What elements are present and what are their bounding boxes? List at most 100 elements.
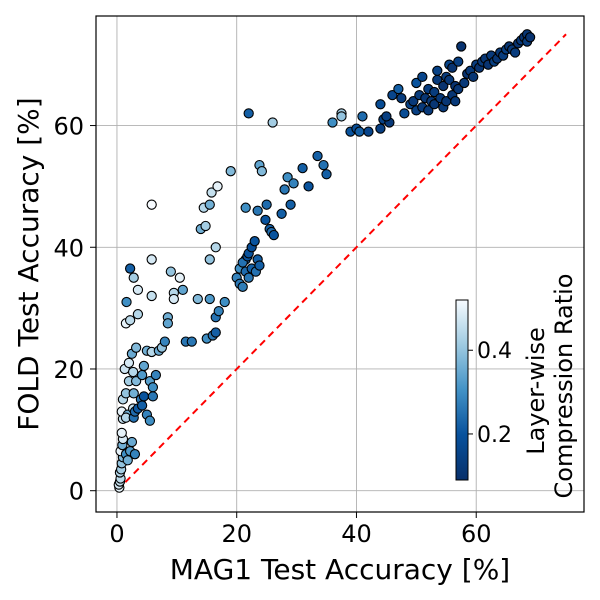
data-point bbox=[128, 272, 139, 283]
data-point bbox=[375, 123, 386, 134]
data-point bbox=[147, 382, 159, 393]
y-axis-label: FOLD Test Accuracy [%] bbox=[12, 97, 45, 430]
data-point bbox=[124, 315, 136, 326]
data-point bbox=[381, 111, 392, 122]
data-point bbox=[136, 369, 148, 381]
data-point bbox=[297, 162, 308, 174]
data-point bbox=[396, 93, 407, 104]
colorbar-gradient bbox=[455, 299, 469, 481]
data-point bbox=[261, 199, 272, 210]
data-point bbox=[393, 83, 404, 95]
data-point bbox=[459, 77, 470, 89]
data-point bbox=[150, 369, 162, 381]
colorbar-tick-label: 0.2 bbox=[477, 423, 512, 448]
x-axis-ticks: 0 20 40 60 bbox=[109, 512, 491, 548]
data-point bbox=[354, 126, 365, 137]
data-point bbox=[411, 77, 422, 89]
colorbar-title-line1: Layer-wise bbox=[522, 327, 550, 455]
data-point bbox=[453, 83, 464, 95]
data-point bbox=[162, 318, 174, 329]
data-point bbox=[288, 178, 299, 189]
reference-line bbox=[116, 33, 567, 492]
y-tick-label: 40 bbox=[53, 234, 84, 262]
data-point bbox=[450, 96, 461, 107]
data-point bbox=[260, 214, 271, 226]
data-point bbox=[321, 169, 332, 180]
data-point bbox=[408, 96, 419, 107]
data-point bbox=[303, 181, 314, 192]
data-point bbox=[116, 427, 127, 439]
data-point bbox=[200, 220, 211, 232]
data-point bbox=[429, 86, 440, 98]
grid bbox=[96, 16, 584, 512]
data-point bbox=[252, 205, 263, 216]
data-point bbox=[225, 166, 236, 177]
data-point bbox=[206, 187, 217, 198]
data-point bbox=[146, 254, 157, 265]
data-point bbox=[177, 284, 188, 296]
data-point bbox=[204, 254, 215, 265]
data-point bbox=[318, 159, 329, 171]
data-point bbox=[509, 47, 521, 58]
data-point bbox=[243, 108, 254, 119]
data-point bbox=[249, 236, 260, 247]
data-point bbox=[276, 208, 287, 219]
y-tick-label: 20 bbox=[53, 356, 84, 384]
data-point bbox=[438, 80, 449, 92]
data-point bbox=[165, 266, 176, 277]
data-point bbox=[146, 290, 157, 302]
data-point bbox=[285, 199, 296, 210]
data-point bbox=[267, 117, 278, 128]
data-point bbox=[237, 281, 248, 292]
colorbar: 0.2 0.4 Layer-wise Compression Ratio bbox=[455, 274, 578, 498]
data-point bbox=[256, 166, 268, 177]
data-point bbox=[129, 449, 141, 460]
data-point bbox=[146, 199, 157, 210]
data-point bbox=[128, 388, 139, 399]
data-point bbox=[357, 111, 368, 122]
x-tick-label: 20 bbox=[221, 520, 252, 548]
data-point bbox=[240, 202, 251, 213]
data-point bbox=[168, 293, 179, 305]
data-point bbox=[132, 309, 144, 320]
data-point bbox=[124, 263, 136, 274]
data-point bbox=[130, 376, 142, 387]
data-point bbox=[254, 260, 265, 271]
data-point bbox=[399, 108, 410, 119]
data-point bbox=[159, 336, 171, 347]
data-point bbox=[444, 74, 455, 86]
data-point bbox=[138, 391, 150, 402]
data-point bbox=[279, 184, 290, 195]
data-point bbox=[417, 71, 428, 83]
data-point bbox=[268, 229, 279, 241]
data-point bbox=[282, 172, 293, 183]
plot-frame bbox=[95, 15, 585, 513]
data-point bbox=[186, 336, 197, 347]
reference-line-layer bbox=[116, 33, 567, 492]
data-point bbox=[387, 89, 398, 101]
data-point bbox=[327, 117, 338, 128]
data-point bbox=[138, 360, 150, 372]
data-point bbox=[123, 357, 135, 369]
data-point bbox=[212, 181, 223, 192]
data-point bbox=[375, 99, 386, 110]
data-point bbox=[219, 296, 230, 308]
data-point bbox=[144, 415, 156, 426]
data-point bbox=[213, 306, 224, 317]
data-point bbox=[429, 99, 440, 110]
data-point bbox=[192, 293, 203, 305]
data-point bbox=[423, 105, 434, 116]
data-point bbox=[468, 71, 479, 83]
data-point bbox=[132, 284, 144, 296]
data-point bbox=[447, 62, 458, 73]
data-point bbox=[312, 150, 323, 162]
data-point bbox=[204, 199, 215, 210]
data-point bbox=[126, 436, 138, 448]
x-tick-label: 60 bbox=[461, 520, 492, 548]
data-point bbox=[363, 126, 374, 137]
data-point bbox=[524, 32, 536, 43]
x-tick-label: 0 bbox=[109, 520, 124, 548]
data-point bbox=[121, 296, 132, 308]
x-tick-label: 40 bbox=[341, 520, 372, 548]
